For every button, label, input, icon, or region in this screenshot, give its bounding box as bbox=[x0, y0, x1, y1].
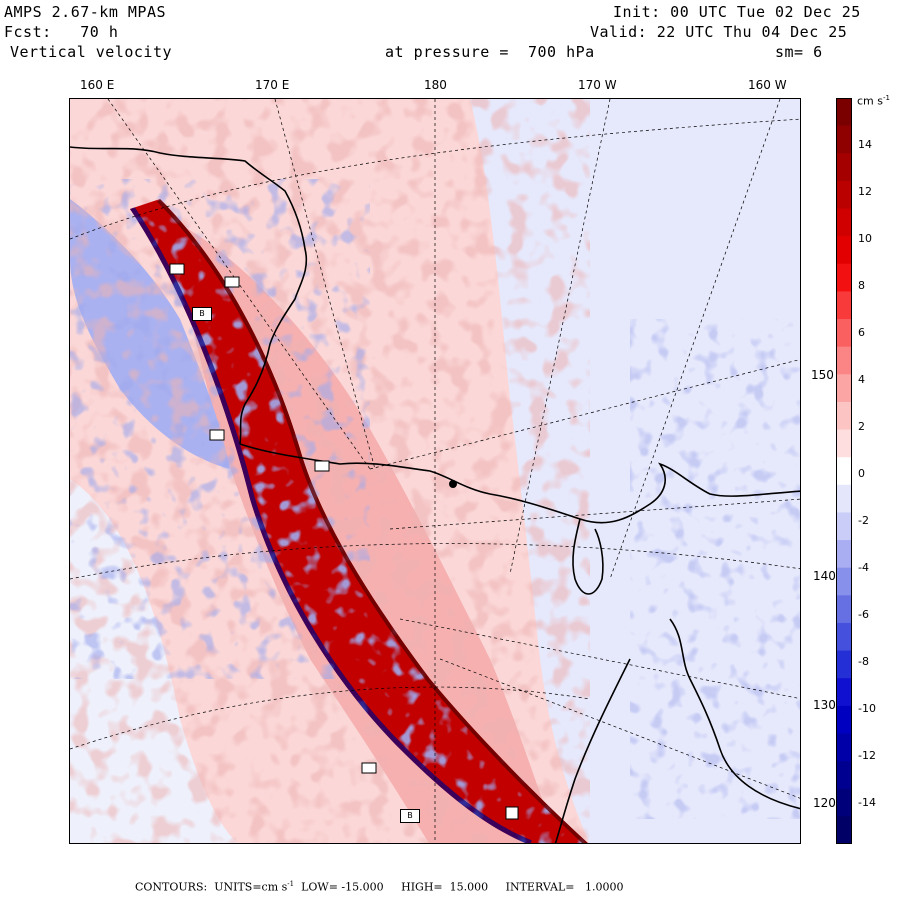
colorbar-tick-label: -6 bbox=[858, 608, 869, 621]
colorbar-swatch bbox=[836, 595, 852, 624]
colorbar-swatch bbox=[836, 540, 852, 569]
lon-label-170e: 170 E bbox=[255, 78, 290, 92]
forecast-hour: Fcst: 70 h bbox=[4, 23, 119, 41]
colorbar-swatch bbox=[836, 153, 852, 182]
colorbar bbox=[836, 98, 852, 844]
colorbar-swatch bbox=[836, 816, 852, 844]
field-name: Vertical velocity bbox=[10, 43, 173, 61]
colorbar-swatch bbox=[836, 733, 852, 762]
colorbar-tick-label: 2 bbox=[858, 420, 865, 433]
station-b-north: B bbox=[192, 307, 212, 321]
colorbar-swatch bbox=[836, 622, 852, 652]
colorbar-swatch bbox=[836, 208, 852, 237]
init-time: Init: 00 UTC Tue 02 Dec 25 bbox=[613, 3, 861, 21]
colorbar-tick-label: 8 bbox=[858, 279, 865, 292]
colorbar-tick-label: -12 bbox=[858, 749, 876, 762]
colorbar-border bbox=[836, 98, 852, 844]
colorbar-swatch bbox=[836, 319, 852, 348]
colorbar-swatch bbox=[836, 457, 852, 486]
vertical-velocity-map bbox=[70, 99, 800, 843]
colorbar-tick-label: 10 bbox=[858, 232, 872, 245]
model-title: AMPS 2.67-km MPAS bbox=[4, 3, 167, 21]
valid-time: Valid: 22 UTC Thu 04 Dec 25 bbox=[590, 23, 848, 41]
colorbar-tick-label: -4 bbox=[858, 561, 869, 574]
colorbar-swatch bbox=[836, 291, 852, 320]
colorbar-swatch bbox=[836, 180, 852, 210]
colorbar-swatch bbox=[836, 705, 852, 734]
colorbar-tick-label: 12 bbox=[858, 185, 872, 198]
colorbar-swatch bbox=[836, 650, 852, 679]
graticule bbox=[70, 99, 800, 843]
colorbar-swatch bbox=[836, 263, 852, 292]
colorbar-swatch bbox=[836, 678, 852, 707]
lon-label-160e: 160 E bbox=[80, 78, 115, 92]
downward-texture-east bbox=[630, 319, 800, 819]
colorbar-tick-label: -10 bbox=[858, 702, 876, 715]
colorbar-units: cm s-1 bbox=[857, 94, 890, 108]
coastline bbox=[70, 146, 800, 843]
lon-label-160w: 160 W bbox=[748, 78, 787, 92]
colorbar-tick-label: 6 bbox=[858, 326, 865, 339]
colorbar-tick-label: 0 bbox=[858, 467, 865, 480]
map-panel: B B bbox=[69, 98, 801, 844]
colorbar-swatch bbox=[836, 236, 852, 265]
colorbar-swatch bbox=[836, 567, 852, 596]
colorbar-swatch bbox=[836, 512, 852, 541]
contours-footer: CONTOURS: UNITS=cm s-1 LOW= -15.000 HIGH… bbox=[135, 880, 624, 894]
colorbar-swatch bbox=[836, 761, 852, 790]
colorbar-swatch bbox=[836, 484, 852, 513]
colorbar-swatch bbox=[836, 788, 852, 817]
colorbar-swatch bbox=[836, 401, 852, 431]
colorbar-tick-label: 14 bbox=[858, 138, 872, 151]
colorbar-swatch bbox=[836, 429, 852, 458]
colorbar-swatch bbox=[836, 98, 852, 127]
colorbar-swatch bbox=[836, 125, 852, 154]
colorbar-tick-label: -8 bbox=[858, 655, 869, 668]
lon-label-170w: 170 W bbox=[578, 78, 617, 92]
station-b-south: B bbox=[400, 809, 420, 823]
colorbar-swatch bbox=[836, 374, 852, 403]
lon-label-180: 180 bbox=[424, 78, 447, 92]
colorbar-tick-label: -2 bbox=[858, 514, 869, 527]
pressure-level: at pressure = 700 hPa bbox=[385, 43, 595, 61]
colorbar-tick-label: -14 bbox=[858, 796, 876, 809]
colorbar-tick-label: 4 bbox=[858, 373, 865, 386]
smoothing: sm= 6 bbox=[775, 43, 823, 61]
colorbar-swatch bbox=[836, 346, 852, 375]
